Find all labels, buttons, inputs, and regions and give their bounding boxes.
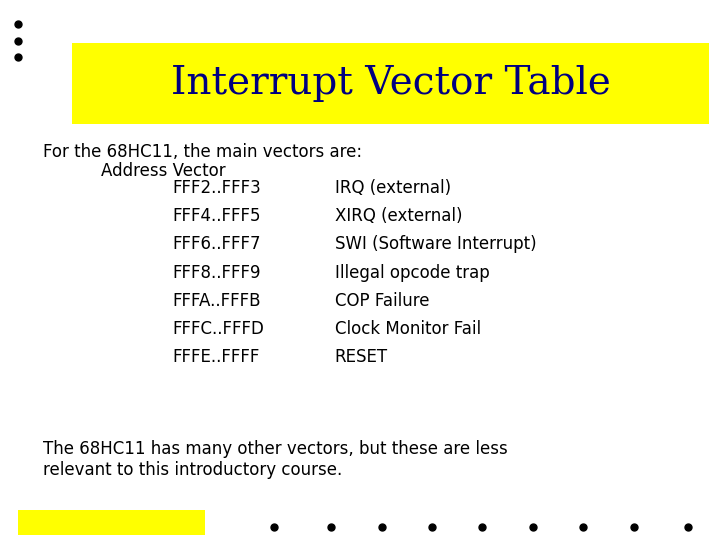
Text: FFFC..FFFD: FFFC..FFFD — [173, 320, 265, 338]
Text: SWI (Software Interrupt): SWI (Software Interrupt) — [335, 235, 536, 253]
Text: IRQ (external): IRQ (external) — [335, 179, 451, 197]
Text: XIRQ (external): XIRQ (external) — [335, 207, 462, 225]
Text: Address Vector: Address Vector — [101, 162, 225, 180]
Text: COP Failure: COP Failure — [335, 292, 429, 309]
Text: FFF8..FFF9: FFF8..FFF9 — [173, 264, 261, 281]
Text: The 68HC11 has many other vectors, but these are less
relevant to this introduct: The 68HC11 has many other vectors, but t… — [43, 440, 508, 479]
Text: FFFA..FFFB: FFFA..FFFB — [173, 292, 261, 309]
FancyBboxPatch shape — [72, 43, 709, 124]
Text: FFFE..FFFF: FFFE..FFFF — [173, 348, 260, 366]
Text: FFF2..FFF3: FFF2..FFF3 — [173, 179, 261, 197]
Text: Interrupt Vector Table: Interrupt Vector Table — [171, 65, 611, 102]
Text: Illegal opcode trap: Illegal opcode trap — [335, 264, 490, 281]
Text: For the 68HC11, the main vectors are:: For the 68HC11, the main vectors are: — [43, 143, 362, 161]
Text: FFF4..FFF5: FFF4..FFF5 — [173, 207, 261, 225]
FancyBboxPatch shape — [18, 510, 205, 535]
Text: FFF6..FFF7: FFF6..FFF7 — [173, 235, 261, 253]
Text: Clock Monitor Fail: Clock Monitor Fail — [335, 320, 481, 338]
Text: RESET: RESET — [335, 348, 388, 366]
